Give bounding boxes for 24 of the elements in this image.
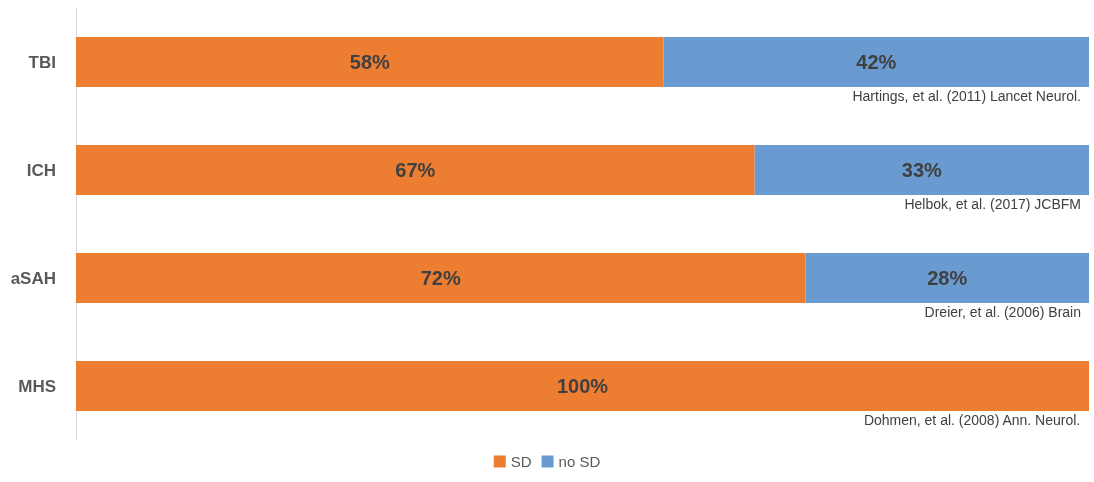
annotation: Dreier, et al. (2006) Brain [924, 304, 1081, 320]
data-label: 100% [556, 375, 609, 397]
data-label: 58% [349, 51, 390, 73]
bar [76, 145, 755, 195]
annotation: Hartings, et al. (2011) Lancet Neurol. [852, 88, 1082, 104]
legend-label: SD [510, 453, 532, 470]
bar [754, 145, 1089, 195]
y-tick-label: MHS [18, 376, 56, 396]
bar [76, 253, 806, 303]
data-label: 33% [901, 159, 943, 181]
bar [663, 37, 1089, 87]
y-tick-label: TBI [28, 52, 56, 72]
data-label: 42% [856, 51, 897, 73]
bar [805, 253, 1089, 303]
data-label: 72% [420, 267, 461, 289]
y-tick-label: ICH [26, 160, 56, 180]
bar [76, 361, 1089, 411]
bar [76, 37, 664, 87]
legend-label: no SD [558, 453, 601, 470]
annotation: Helbok, et al. (2017) JCBFM [904, 196, 1081, 212]
annotation: Dohmen, et al. (2008) Ann. Neurol. [863, 412, 1081, 428]
data-label: 67% [395, 159, 436, 181]
y-tick-label: aSAH [10, 268, 56, 288]
data-label: 28% [927, 267, 968, 289]
